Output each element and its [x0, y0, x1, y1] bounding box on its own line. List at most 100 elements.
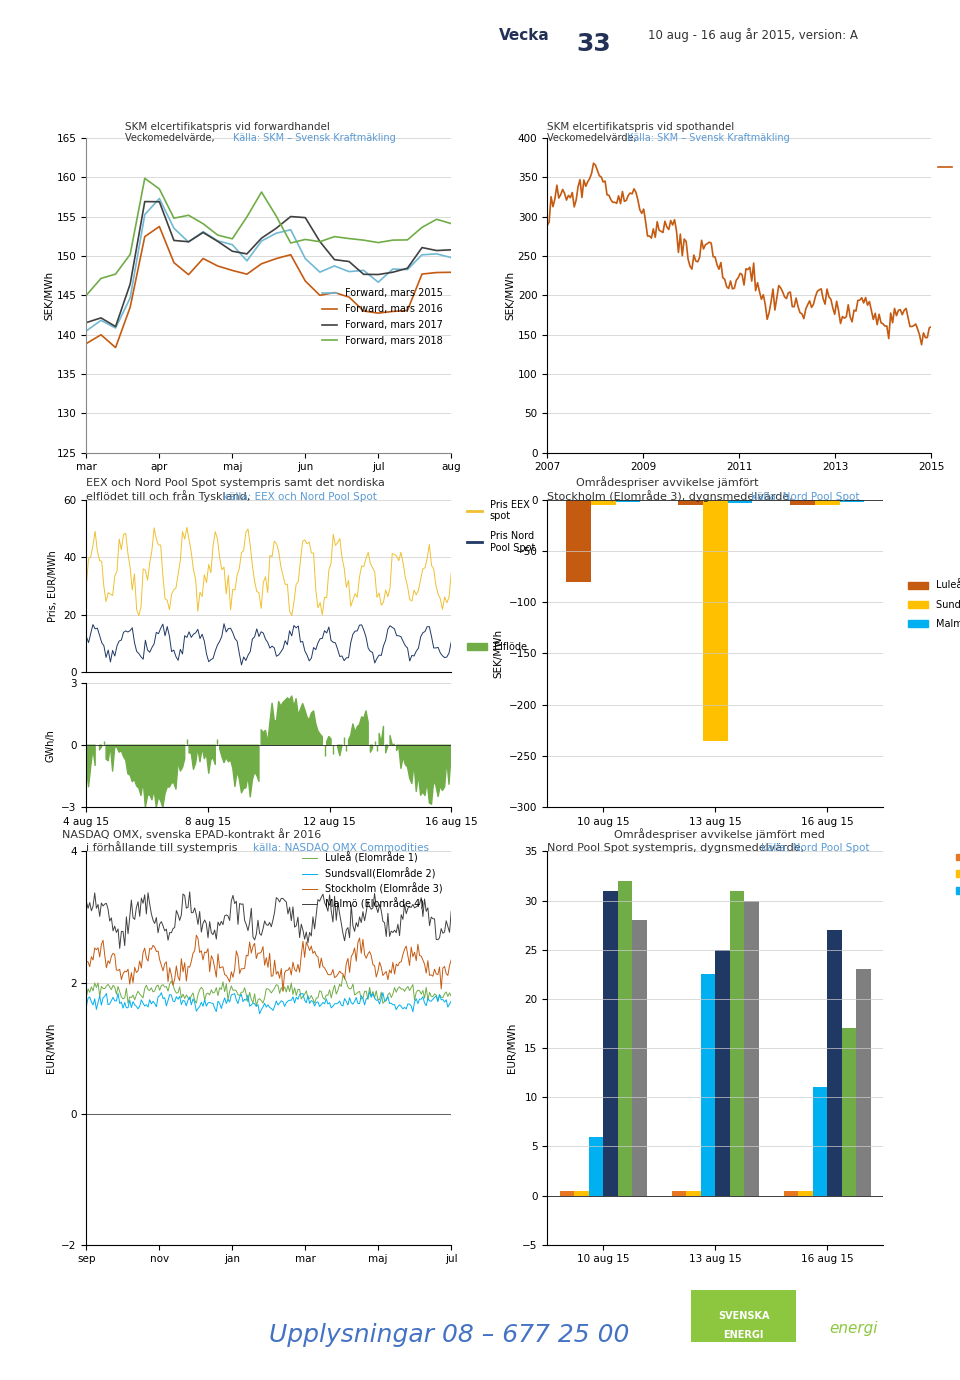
Text: källa: Nord Pool Spot: källa: Nord Pool Spot: [751, 491, 859, 501]
Y-axis label: Pris, EUR/MWh: Pris, EUR/MWh: [48, 551, 58, 621]
Bar: [703, 500, 728, 741]
Line: Stockholm (Elområde 3): Stockholm (Elområde 3): [86, 936, 451, 991]
SKM - spotpris: [588, 155, 599, 171]
Forward, mars 2016: [431, 264, 443, 280]
Bar: [617, 880, 633, 1195]
Bar: [798, 1191, 812, 1195]
Forward, mars 2018: [431, 211, 443, 228]
Luleå (Elområde 1): [251, 998, 262, 1014]
Forward, mars 2017: [344, 254, 355, 270]
Forward, mars 2015: [139, 207, 151, 224]
Bar: [672, 1191, 686, 1195]
Text: källa: NASDAQ OMX Commodities: källa: NASDAQ OMX Commodities: [253, 843, 429, 853]
Bar: [744, 901, 758, 1195]
SKM - spotpris: [916, 337, 927, 353]
Malmö (Elområde 4): [278, 891, 290, 908]
Forward, mars 2017: [358, 266, 370, 283]
Forward, mars 2015: [154, 190, 165, 207]
Text: energi: energi: [829, 1321, 877, 1336]
Forward, mars 2018: [401, 232, 413, 248]
Forward, mars 2016: [271, 250, 282, 266]
Line: Sundsvall(Elområde 2): Sundsvall(Elområde 2): [86, 992, 451, 1014]
Bar: [633, 920, 647, 1195]
Forward, mars 2017: [227, 243, 238, 259]
Forward, mars 2017: [314, 233, 325, 250]
Luleå (Elområde 1): [277, 983, 289, 999]
Forward, mars 2016: [285, 247, 297, 264]
Forward, mars 2017: [328, 251, 340, 268]
Line: SKM - spotpris: SKM - spotpris: [547, 163, 931, 345]
Y-axis label: SEK/MWh: SEK/MWh: [505, 270, 515, 320]
Forward, mars 2016: [387, 304, 398, 320]
Malmö (Elområde 4): [114, 940, 126, 956]
Line: Luleå (Elområde 1): Luleå (Elområde 1): [86, 976, 451, 1006]
Stockholm (Elområde 3): [278, 965, 290, 981]
Legend: Elflöde: Elflöde: [464, 639, 531, 656]
Bar: [728, 500, 753, 502]
Forward, mars 2018: [314, 233, 325, 250]
Bar: [790, 500, 815, 505]
Luleå (Elområde 1): [445, 988, 457, 1005]
Luleå (Elområde 1): [411, 984, 422, 1000]
Luleå (Elområde 1): [337, 967, 348, 984]
Stockholm (Elområde 3): [411, 952, 422, 969]
Forward, mars 2018: [212, 226, 224, 243]
Forward, mars 2015: [182, 233, 194, 250]
Text: i förhållande till systempris: i förhållande till systempris: [86, 842, 241, 853]
Forward, mars 2017: [168, 232, 180, 248]
Forward, mars 2017: [109, 319, 121, 335]
Text: Områdespriser avvikelse jämfört med: Områdespriser avvikelse jämfört med: [614, 828, 826, 839]
Y-axis label: EUR/MWh: EUR/MWh: [507, 1023, 516, 1074]
Forward, mars 2016: [81, 335, 92, 352]
Forward, mars 2016: [168, 254, 180, 270]
Forward, mars 2018: [358, 232, 370, 248]
Forward, mars 2016: [300, 273, 311, 290]
Forward, mars 2016: [95, 327, 107, 344]
Forward, mars 2015: [431, 246, 443, 262]
Forward, mars 2016: [198, 250, 209, 266]
Text: källa: Nord Pool Spot: källa: Nord Pool Spot: [761, 843, 870, 853]
Forward, mars 2018: [198, 215, 209, 232]
Forward, mars 2015: [125, 290, 136, 306]
Forward, mars 2015: [314, 264, 325, 280]
Text: SVENSKA: SVENSKA: [718, 1311, 769, 1321]
Sundsvall(Elområde 2): [411, 991, 422, 1007]
Forward, mars 2016: [227, 262, 238, 279]
Text: SKM elcertifikatspris vid spothandel: SKM elcertifikatspris vid spothandel: [547, 121, 734, 131]
Forward, mars 2018: [387, 232, 398, 248]
Forward, mars 2017: [125, 276, 136, 293]
Forward, mars 2017: [255, 230, 267, 247]
Forward, mars 2017: [372, 266, 384, 283]
Forward, mars 2018: [109, 266, 121, 283]
Bar: [588, 1137, 603, 1195]
Bar: [839, 500, 864, 501]
Forward, mars 2015: [81, 323, 92, 339]
Forward, mars 2015: [212, 233, 224, 250]
Forward, mars 2018: [417, 219, 428, 236]
Malmö (Elområde 4): [191, 907, 203, 923]
Forward, mars 2017: [445, 241, 457, 258]
Bar: [566, 500, 590, 581]
Line: Forward, mars 2017: Forward, mars 2017: [86, 201, 451, 327]
Sundsvall(Elområde 2): [364, 984, 375, 1000]
Forward, mars 2016: [445, 264, 457, 280]
Sundsvall(Elområde 2): [253, 1006, 265, 1023]
Forward, mars 2017: [95, 309, 107, 326]
Forward, mars 2016: [154, 218, 165, 235]
Forward, mars 2018: [154, 181, 165, 197]
Text: elflödet till och från Tyskland,: elflödet till och från Tyskland,: [86, 490, 254, 501]
Text: Börsinformation, fortsättning: Börsinformation, fortsättning: [96, 75, 379, 94]
Line: Forward, mars 2015: Forward, mars 2015: [86, 199, 451, 331]
Forward, mars 2016: [328, 284, 340, 301]
Malmö (Elområde 4): [81, 893, 92, 909]
Forward, mars 2017: [401, 259, 413, 276]
Line: Forward, mars 2018: Forward, mars 2018: [86, 178, 451, 295]
SKM - spotpris: [908, 317, 920, 334]
Forward, mars 2016: [212, 258, 224, 275]
Forward, mars 2015: [445, 250, 457, 266]
Forward, mars 2017: [212, 233, 224, 250]
SKM - spotpris: [614, 196, 626, 213]
Forward, mars 2015: [95, 312, 107, 328]
Text: källa: EEX och Nord Pool Spot: källa: EEX och Nord Pool Spot: [223, 491, 376, 501]
Forward, mars 2015: [417, 247, 428, 264]
